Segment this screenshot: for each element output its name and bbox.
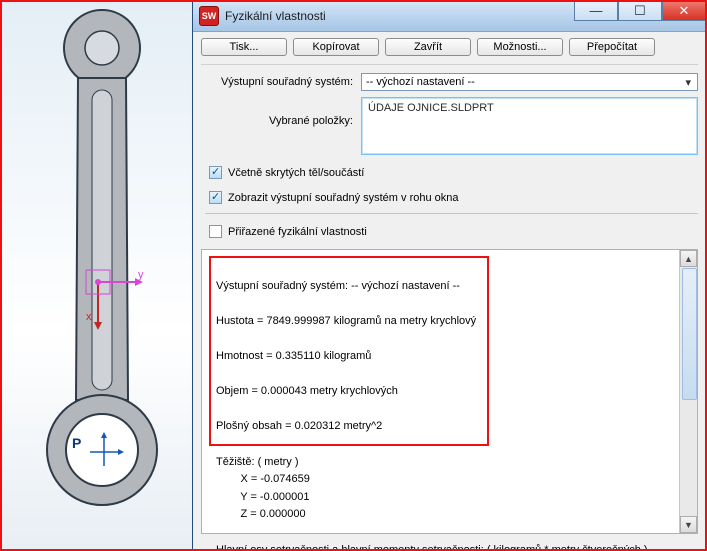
p-label: P xyxy=(72,435,81,451)
results-panel: Výstupní souřadný systém: -- výchozí nas… xyxy=(201,249,698,534)
copy-button[interactable]: Kopírovat xyxy=(293,38,379,56)
selected-items-listbox[interactable]: ÚDAJE OJNICE.SLDPRT xyxy=(361,97,698,155)
scroll-thumb[interactable] xyxy=(682,268,697,400)
selected-items-label: Vybrané položky: xyxy=(201,97,361,127)
close-button[interactable]: ✕ xyxy=(662,1,706,21)
recalculate-button[interactable]: Přepočítat xyxy=(569,38,655,56)
axis-y-label: y xyxy=(138,269,144,281)
include-hidden-label: Včetně skrytých těl/součástí xyxy=(228,167,364,179)
assigned-props-checkbox[interactable] xyxy=(209,225,222,238)
coord-system-combo[interactable]: -- výchozí nastavení -- xyxy=(361,73,698,91)
model-viewport[interactable]: y x P xyxy=(0,0,192,551)
close-dialog-button[interactable]: Zavřít xyxy=(385,38,471,56)
app-icon: SW xyxy=(199,6,219,26)
dialog-mass-properties: SW Fyzikální vlastnosti — ☐ ✕ Tisk... Ko… xyxy=(192,0,707,551)
separator xyxy=(205,213,698,214)
toolbar: Tisk... Kopírovat Zavřít Možnosti... Pře… xyxy=(201,38,698,65)
scroll-up-icon[interactable]: ▲ xyxy=(680,250,697,267)
part-connecting-rod xyxy=(47,10,157,505)
show-coord-checkbox[interactable] xyxy=(209,191,222,204)
titlebar[interactable]: SW Fyzikální vlastnosti — ☐ ✕ xyxy=(193,1,706,32)
coord-system-label: Výstupní souřadný systém: xyxy=(201,73,361,88)
options-button[interactable]: Možnosti... xyxy=(477,38,563,56)
axis-x-label: x xyxy=(86,311,92,323)
scroll-down-icon[interactable]: ▼ xyxy=(680,516,697,533)
minimize-button[interactable]: — xyxy=(574,1,618,21)
results-text[interactable]: Výstupní souřadný systém: -- výchozí nas… xyxy=(202,250,697,551)
results-scrollbar[interactable]: ▲ ▼ xyxy=(679,250,697,533)
window-title: Fyzikální vlastnosti xyxy=(225,9,326,23)
show-coord-label: Zobrazit výstupní souřadný systém v rohu… xyxy=(228,192,459,204)
print-button[interactable]: Tisk... xyxy=(201,38,287,56)
assigned-props-label: Přiřazené fyzikální vlastnosti xyxy=(228,226,367,238)
maximize-button[interactable]: ☐ xyxy=(618,1,662,21)
include-hidden-checkbox[interactable] xyxy=(209,166,222,179)
